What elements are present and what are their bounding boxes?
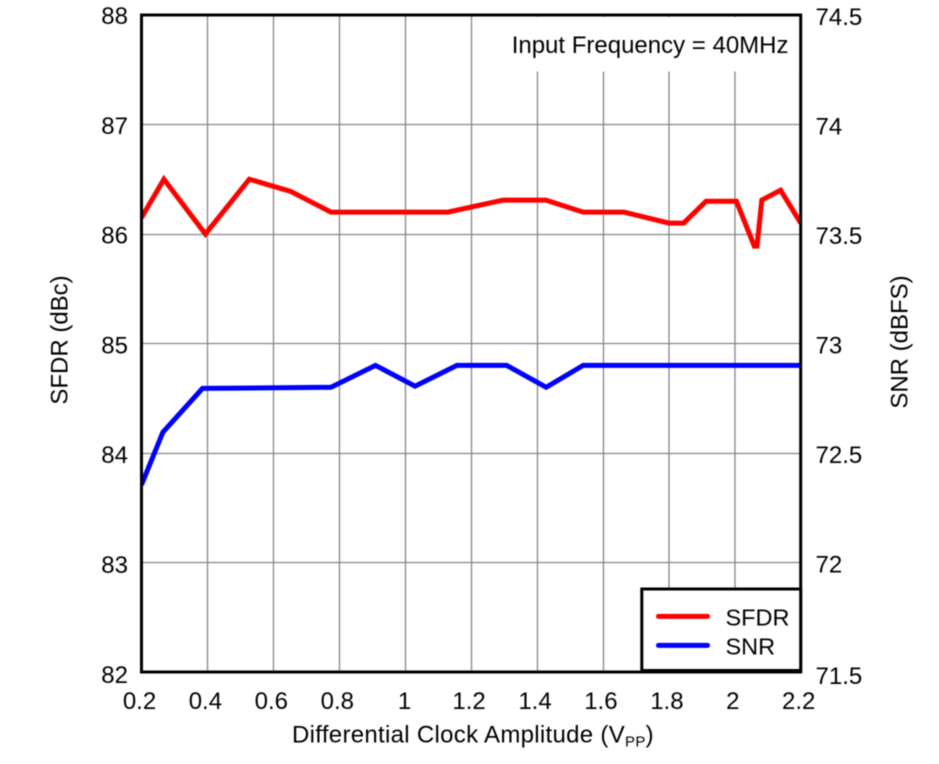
svg-text:2: 2 [726,688,739,715]
svg-text:0.4: 0.4 [189,688,222,715]
svg-text:SFDR (dBc): SFDR (dBc) [46,275,73,404]
svg-text:1.8: 1.8 [650,688,683,715]
svg-text:1.4: 1.4 [518,688,551,715]
svg-text:0.2: 0.2 [123,688,156,715]
svg-text:86: 86 [101,223,128,250]
svg-text:1.6: 1.6 [584,688,617,715]
svg-text:1.2: 1.2 [452,688,485,715]
svg-text:88: 88 [101,3,128,30]
svg-text:74: 74 [816,114,843,141]
svg-text:83: 83 [101,552,128,579]
svg-text:73: 73 [816,333,843,360]
svg-text:Input Frequency = 40MHz: Input Frequency = 40MHz [512,32,789,59]
svg-text:SNR (dBFS): SNR (dBFS) [887,275,914,408]
svg-text:84: 84 [101,442,128,469]
svg-text:0.6: 0.6 [255,688,288,715]
svg-text:SNR: SNR [726,634,776,660]
svg-text:2.2: 2.2 [782,688,815,715]
svg-text:87: 87 [101,113,128,140]
svg-text:1: 1 [398,688,411,715]
svg-text:82: 82 [101,662,128,689]
svg-text:SFDR: SFDR [726,604,790,630]
svg-text:74.5: 74.5 [816,4,863,31]
svg-text:Differential Clock Amplitude (: Differential Clock Amplitude (VPP) [292,721,654,750]
svg-text:85: 85 [101,332,128,359]
svg-text:72.5: 72.5 [816,442,863,469]
svg-text:71.5: 71.5 [816,663,863,690]
svg-text:0.8: 0.8 [321,688,354,715]
svg-text:72: 72 [816,552,843,579]
svg-text:73.5: 73.5 [816,223,863,250]
